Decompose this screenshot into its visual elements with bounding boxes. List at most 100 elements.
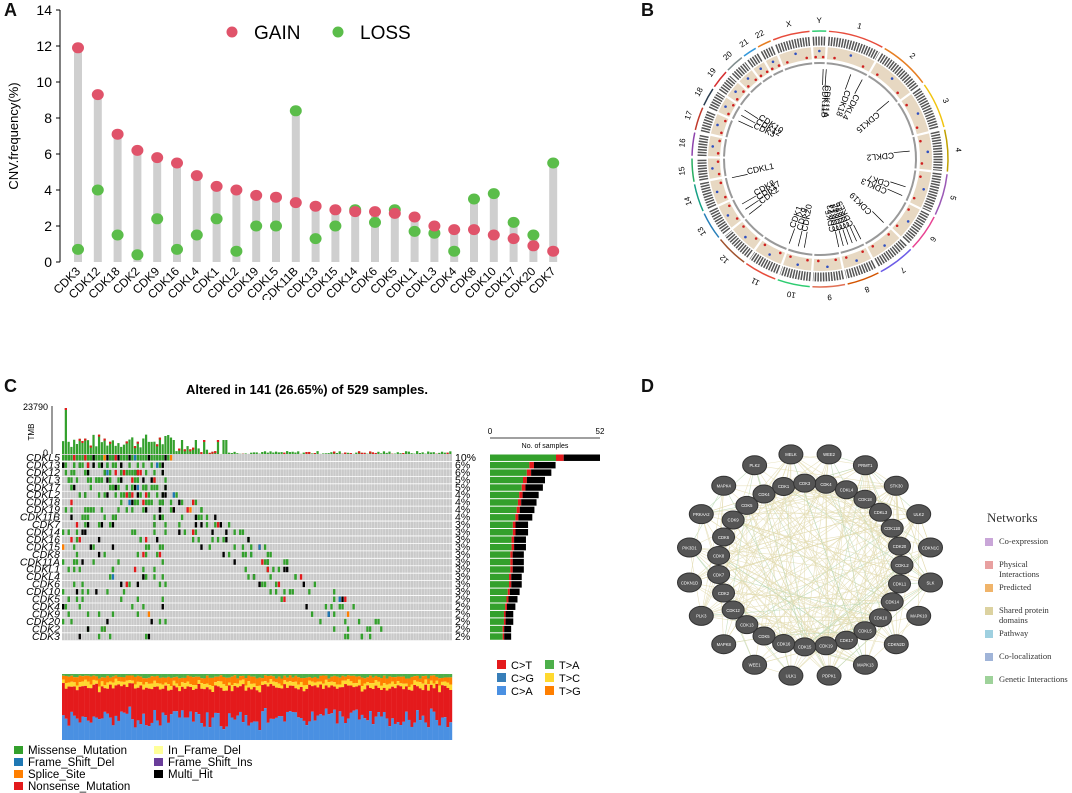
tmb-bar-cap (78, 438, 81, 441)
tmb-bar (216, 440, 220, 454)
mutation-cell (144, 492, 148, 498)
network-node-label: CDK6 (718, 535, 730, 540)
scatter-track (708, 135, 723, 157)
network-edge (804, 482, 900, 547)
mutation-cell (197, 536, 200, 543)
sample-bar-nonsense (506, 596, 509, 603)
titv-segment (114, 675, 118, 679)
titv-segment (391, 681, 395, 687)
titv-segment (344, 676, 348, 681)
gene-connector (744, 109, 759, 119)
tmb-bar (272, 452, 275, 454)
titv-segment (440, 681, 444, 686)
titv-segment (255, 674, 259, 679)
titv-segment (109, 717, 112, 740)
titv-segment (269, 674, 273, 676)
sample-bar-multihit (519, 506, 535, 514)
titv-segment (147, 683, 151, 689)
gene-percentage: 3% (455, 519, 470, 531)
cnv-point (883, 244, 886, 247)
mutation-cell (186, 507, 189, 513)
network-edge (723, 505, 748, 645)
sample-bar-multihit (509, 588, 520, 596)
mutation-cell (147, 499, 151, 506)
network-edge (718, 498, 866, 556)
mutation-cell (161, 596, 164, 602)
inner-track (732, 199, 745, 219)
gene-connector (893, 150, 910, 153)
mutation-cell (153, 566, 156, 573)
titv-segment (222, 676, 226, 685)
mutation-cell (144, 455, 148, 461)
chromosome-label: 4 (954, 147, 963, 153)
chromosome-arc (743, 47, 757, 57)
mutation-cell (142, 566, 145, 573)
stem-bar (410, 217, 419, 262)
mutation-cell (136, 477, 140, 483)
mutation-cell (136, 581, 140, 588)
mutation-cell (114, 492, 117, 498)
scatter-track (718, 201, 742, 228)
loss-point (527, 229, 540, 241)
titv-segment (286, 677, 290, 682)
mutation-cell (164, 529, 167, 535)
scatter-track (755, 240, 786, 264)
titv-segment (310, 681, 314, 687)
mutation-cell (241, 529, 245, 535)
scatter-track (867, 229, 900, 258)
tmb-bar (385, 452, 388, 454)
mutation-cell (366, 626, 369, 632)
titv-segment (167, 690, 171, 723)
titv-segment (205, 712, 209, 740)
network-node (816, 665, 842, 686)
mutation-cell (150, 618, 153, 625)
titv-segment (305, 677, 309, 686)
titv-segment (346, 678, 350, 686)
chromosome-arc (923, 84, 945, 128)
titv-segment (161, 677, 165, 685)
mutation-cell (153, 469, 156, 476)
variant-legend-swatch (154, 758, 163, 766)
tmb-bar (250, 452, 253, 454)
tmb-bar-cap (369, 451, 372, 454)
titv-segment (208, 685, 212, 690)
gene-label: CDKL5 (26, 452, 60, 464)
titv-segment (269, 684, 273, 719)
mutation-cell (341, 596, 344, 602)
mutation-cell (153, 484, 156, 491)
sample-bar-missense (490, 461, 530, 469)
legend-gain-label: GAIN (254, 23, 300, 44)
gene-label: CDK15 (854, 110, 882, 135)
mutation-cell (84, 469, 87, 476)
titv-segment (277, 674, 281, 677)
gene-percentage: 3% (455, 564, 470, 576)
titv-segment (360, 674, 364, 678)
mutation-cell (136, 462, 140, 468)
titv-segment (416, 674, 420, 676)
mutation-cell (344, 618, 347, 625)
titv-segment (258, 730, 262, 740)
titv-segment (261, 678, 265, 682)
sample-bar-nonsense (509, 581, 512, 588)
mutation-cell (352, 604, 355, 610)
loss-point (190, 229, 203, 241)
mutation-cell (64, 462, 68, 468)
titv-segment (125, 674, 129, 676)
loss-point (448, 245, 461, 257)
loss-point (547, 157, 560, 169)
titv-segment (169, 689, 173, 715)
network-edge (723, 617, 881, 645)
scatter-track (765, 55, 782, 72)
network-edge (732, 484, 827, 611)
chromosome-label: 17 (683, 109, 695, 121)
mutation-cell (214, 522, 217, 528)
titv-segment (97, 674, 101, 679)
chromosome-arc (691, 132, 696, 156)
tmb-bar (277, 452, 280, 454)
stem-bar (371, 211, 379, 262)
tmb-bar (97, 434, 101, 454)
titv-segment (252, 687, 256, 722)
titv-segment (272, 685, 276, 719)
gene-percentage: 6% (455, 467, 470, 479)
